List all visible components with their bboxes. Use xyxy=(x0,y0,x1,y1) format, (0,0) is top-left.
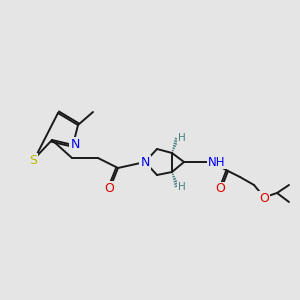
Text: S: S xyxy=(29,154,37,166)
Text: O: O xyxy=(259,191,269,205)
Text: O: O xyxy=(104,182,114,194)
Text: H: H xyxy=(178,133,186,143)
Text: N: N xyxy=(140,155,150,169)
Text: O: O xyxy=(215,182,225,196)
Text: NH: NH xyxy=(208,155,226,169)
Text: N: N xyxy=(70,137,80,151)
Text: H: H xyxy=(178,182,186,192)
